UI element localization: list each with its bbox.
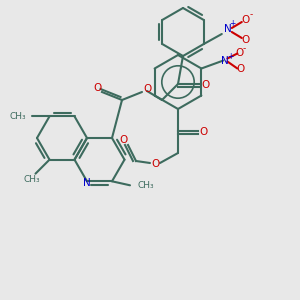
Text: O: O	[120, 135, 128, 145]
Text: O: O	[93, 83, 101, 93]
Text: O: O	[242, 15, 250, 25]
Text: CH₃: CH₃	[23, 175, 40, 184]
Text: O: O	[242, 35, 250, 45]
Text: N: N	[224, 24, 232, 34]
Text: +: +	[227, 52, 234, 61]
Text: O: O	[151, 159, 159, 169]
Text: -: -	[243, 44, 246, 53]
Text: N: N	[220, 56, 228, 65]
Text: O: O	[235, 47, 244, 58]
Text: O: O	[199, 127, 207, 137]
Text: O: O	[236, 64, 244, 74]
Text: CH₃: CH₃	[10, 112, 26, 121]
Text: -: -	[249, 11, 252, 20]
Text: O: O	[143, 84, 151, 94]
Text: N: N	[83, 178, 91, 188]
Text: +: +	[230, 20, 236, 28]
Text: CH₃: CH₃	[138, 181, 154, 190]
Text: O: O	[201, 80, 209, 90]
